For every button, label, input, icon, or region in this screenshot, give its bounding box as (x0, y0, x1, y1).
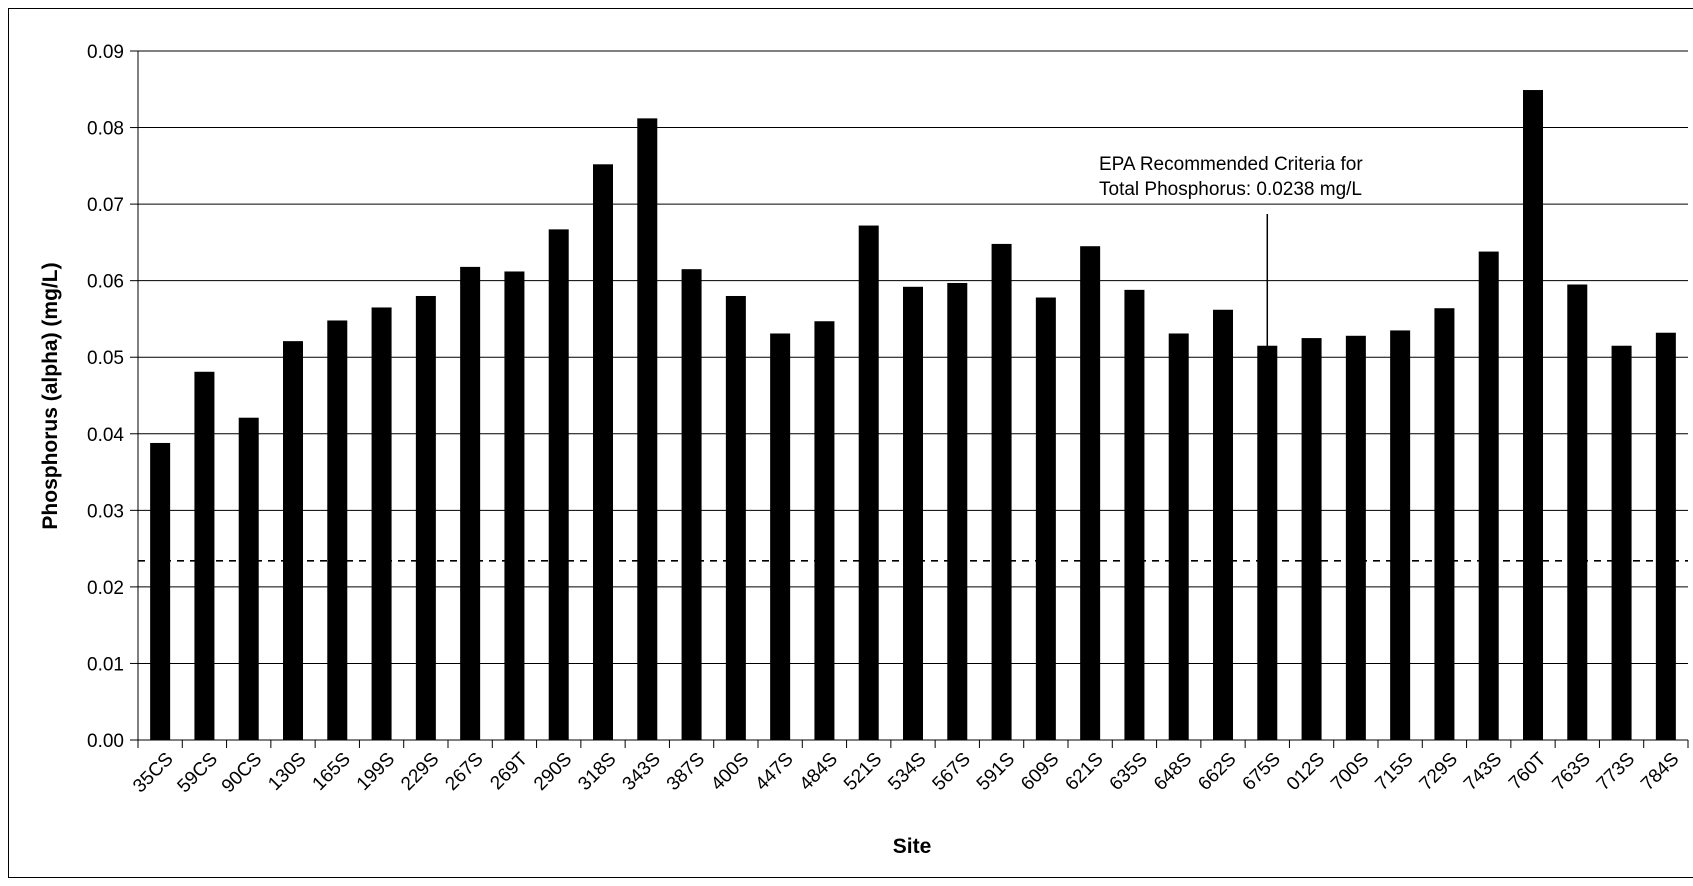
bar (681, 269, 702, 740)
y-tick-labels: 0.00 0.01 0.02 0.03 0.04 0.05 0.06 0.07 0.08 0.09 (87, 42, 124, 752)
y-tick-label: 0.06 (87, 272, 124, 293)
bar (1611, 345, 1632, 740)
y-tick-label: 0.08 (87, 119, 124, 140)
x-tick-label: 621S (1061, 749, 1107, 795)
x-tick-label: 012S (1283, 749, 1329, 795)
x-tick-label: 35CS (129, 749, 177, 797)
axes-group (130, 50, 1689, 748)
bar (1567, 284, 1588, 740)
y-tick-label: 0.09 (87, 42, 124, 63)
y-tick-label: 0.00 (87, 731, 124, 752)
bar (548, 229, 569, 740)
x-tick-label: 700S (1327, 749, 1373, 795)
x-tick-label: 400S (707, 749, 753, 795)
x-tick-label: 387S (663, 749, 709, 795)
x-tick-label: 447S (751, 749, 797, 795)
y-tick-label: 0.05 (87, 348, 124, 369)
x-tick-label: 90CS (218, 749, 266, 797)
y-tick-label: 0.02 (87, 578, 124, 599)
bar (1478, 251, 1499, 740)
bar (770, 333, 791, 740)
bar (1080, 246, 1101, 740)
x-tick-labels: 35CS59CS90CS130S165S199S229S267S269T290S… (129, 748, 1683, 797)
bars-group (150, 90, 1676, 741)
x-tick-label: 662S (1194, 749, 1240, 795)
bar (327, 320, 348, 740)
x-tick-label: 484S (796, 749, 842, 795)
x-tick-label: 773S (1593, 749, 1639, 795)
x-tick-label: 229S (397, 749, 443, 795)
x-tick-label: 760T (1505, 748, 1551, 794)
bar (1168, 333, 1189, 740)
bar (991, 243, 1012, 741)
bar (637, 118, 658, 740)
bar (1390, 330, 1411, 740)
x-tick-label: 534S (884, 749, 930, 795)
x-tick-label: 59CS (174, 749, 222, 797)
bar (858, 225, 879, 741)
chart-frame (8, 8, 1693, 878)
x-tick-label: 290S (530, 749, 576, 795)
x-tick-label: 130S (264, 749, 310, 795)
x-tick-label: 591S (973, 749, 1019, 795)
bar (150, 442, 171, 740)
bar (371, 307, 392, 740)
x-tick-label: 715S (1371, 749, 1417, 795)
x-axis-title: Site (893, 835, 932, 858)
bar (504, 271, 525, 740)
x-tick-label: 521S (840, 749, 886, 795)
y-tick-label: 0.04 (87, 425, 124, 446)
epa-annotation: EPA Recommended Criteria for Total Phosp… (1099, 154, 1363, 557)
x-tick-label: 343S (619, 749, 665, 795)
y-tick-label: 0.01 (87, 654, 124, 675)
y-tick-label: 0.03 (87, 501, 124, 522)
bar (814, 321, 835, 740)
bar (415, 295, 436, 740)
y-axis-title: Phosphorus (alpha) (mg/L) (39, 262, 62, 529)
annotation-line-1: EPA Recommended Criteria for (1099, 154, 1363, 175)
bar (947, 282, 968, 740)
x-tick-label: 609S (1017, 749, 1063, 795)
x-tick-label: 267S (441, 749, 487, 795)
x-tick-label: 635S (1106, 749, 1152, 795)
x-tick-label: 269T (486, 748, 532, 794)
x-tick-label: 165S (309, 749, 355, 795)
x-tick-label: 199S (353, 749, 399, 795)
bar (1124, 289, 1145, 740)
bar (460, 266, 481, 740)
bar (1655, 332, 1676, 740)
bar (1213, 309, 1233, 740)
bar (283, 341, 303, 740)
annotation-arrow-head (1260, 542, 1275, 557)
bar (1523, 90, 1543, 740)
x-tick-label: 763S (1549, 749, 1595, 795)
bar (194, 371, 215, 740)
bar (725, 295, 746, 740)
x-tick-label: 784S (1637, 749, 1683, 795)
x-tick-label: 648S (1150, 749, 1196, 795)
bar (1434, 308, 1455, 740)
bar (238, 417, 259, 740)
bar (903, 286, 923, 740)
bar (1301, 338, 1322, 740)
x-tick-label: 567S (929, 749, 975, 795)
annotation-line-2: Total Phosphorus: 0.0238 mg/L (1099, 179, 1362, 200)
x-tick-label: 743S (1460, 749, 1506, 795)
bar (593, 164, 613, 740)
x-tick-label: 318S (574, 749, 620, 795)
y-tick-label: 0.07 (87, 195, 124, 216)
x-tick-label: 729S (1416, 749, 1462, 795)
x-tick-label: 675S (1239, 749, 1285, 795)
bar (1035, 297, 1056, 740)
bar (1345, 335, 1366, 740)
